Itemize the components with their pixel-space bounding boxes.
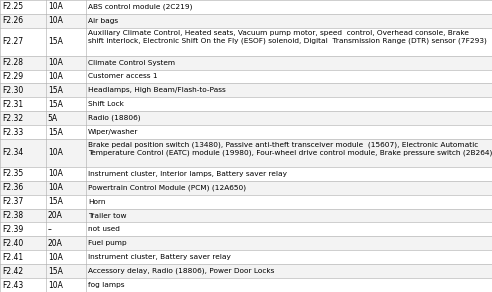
Text: 20A: 20A (48, 239, 62, 248)
Text: 10A: 10A (48, 58, 62, 67)
Text: Wiper/washer: Wiper/washer (88, 129, 138, 135)
Bar (0, 111, 492, 125)
Text: 10A: 10A (48, 169, 62, 178)
Text: F2.38: F2.38 (2, 211, 23, 220)
Bar (0, 195, 492, 208)
Bar (0, 278, 492, 292)
Text: 15A: 15A (48, 100, 62, 109)
Text: F2.41: F2.41 (2, 253, 23, 262)
Bar (0, 28, 492, 55)
Text: 10A: 10A (48, 148, 62, 157)
Bar (0, 250, 492, 264)
Bar (0, 84, 492, 97)
Bar (0, 55, 492, 69)
Text: F2.33: F2.33 (2, 128, 23, 137)
Bar (0, 97, 492, 111)
Text: 5A: 5A (48, 114, 58, 123)
Text: F2.25: F2.25 (2, 2, 23, 11)
Text: F2.39: F2.39 (2, 225, 23, 234)
Text: Instrument cluster, Battery saver relay: Instrument cluster, Battery saver relay (88, 254, 231, 260)
Text: F2.40: F2.40 (2, 239, 23, 248)
Text: Accessory delay, Radio (18806), Power Door Locks: Accessory delay, Radio (18806), Power Do… (88, 268, 275, 274)
Text: 10A: 10A (48, 183, 62, 192)
Text: 15A: 15A (48, 197, 62, 206)
Text: Horn: Horn (88, 199, 106, 205)
Text: Fuel pump: Fuel pump (88, 240, 127, 246)
Bar (0, 167, 492, 181)
Bar (0, 125, 492, 139)
Bar (0, 139, 492, 167)
Text: F2.42: F2.42 (2, 267, 23, 276)
Text: 15A: 15A (48, 128, 62, 137)
Text: Radio (18806): Radio (18806) (88, 115, 141, 121)
Text: 15A: 15A (48, 267, 62, 276)
Text: 10A: 10A (48, 72, 62, 81)
Bar (0, 223, 492, 237)
Text: F2.36: F2.36 (2, 183, 23, 192)
Text: Auxiliary Climate Control, Heated seats, Vacuum pump motor, speed  control, Over: Auxiliary Climate Control, Heated seats,… (88, 30, 487, 44)
Text: F2.30: F2.30 (2, 86, 23, 95)
Bar (0, 14, 492, 28)
Text: 15A: 15A (48, 37, 62, 46)
Text: Headlamps, High Beam/Flash-to-Pass: Headlamps, High Beam/Flash-to-Pass (88, 87, 226, 93)
Text: 10A: 10A (48, 16, 62, 25)
Text: Trailer tow: Trailer tow (88, 213, 126, 218)
Text: Powertrain Control Module (PCM) (12A650): Powertrain Control Module (PCM) (12A650) (88, 185, 246, 191)
Text: F2.37: F2.37 (2, 197, 23, 206)
Bar (0, 181, 492, 195)
Text: 20A: 20A (48, 211, 62, 220)
Text: 15A: 15A (48, 86, 62, 95)
Text: Brake pedal position switch (13480), Passive anti-theft transceiver module  (156: Brake pedal position switch (13480), Pas… (88, 141, 492, 156)
Bar (0, 69, 492, 84)
Text: F2.26: F2.26 (2, 16, 23, 25)
Text: 10A: 10A (48, 281, 62, 290)
Text: not used: not used (88, 226, 120, 232)
Bar (0, 237, 492, 250)
Text: F2.29: F2.29 (2, 72, 23, 81)
Text: F2.28: F2.28 (2, 58, 23, 67)
Text: Instrument cluster, Interior lamps, Battery saver relay: Instrument cluster, Interior lamps, Batt… (88, 171, 287, 177)
Text: Customer access 1: Customer access 1 (88, 74, 158, 79)
Text: 10A: 10A (48, 2, 62, 11)
Text: F2.34: F2.34 (2, 148, 23, 157)
Text: F2.32: F2.32 (2, 114, 23, 123)
Bar (0, 264, 492, 278)
Text: F2.27: F2.27 (2, 37, 23, 46)
Text: F2.43: F2.43 (2, 281, 23, 290)
Text: ABS control module (2C219): ABS control module (2C219) (88, 4, 192, 10)
Text: F2.31: F2.31 (2, 100, 23, 109)
Text: F2.35: F2.35 (2, 169, 23, 178)
Bar (0, 0, 492, 14)
Text: Air bags: Air bags (88, 18, 118, 24)
Text: 10A: 10A (48, 253, 62, 262)
Text: fog lamps: fog lamps (88, 282, 124, 288)
Text: Climate Control System: Climate Control System (88, 60, 175, 66)
Text: Shift Lock: Shift Lock (88, 101, 124, 107)
Text: –: – (48, 225, 52, 234)
Bar (0, 208, 492, 223)
